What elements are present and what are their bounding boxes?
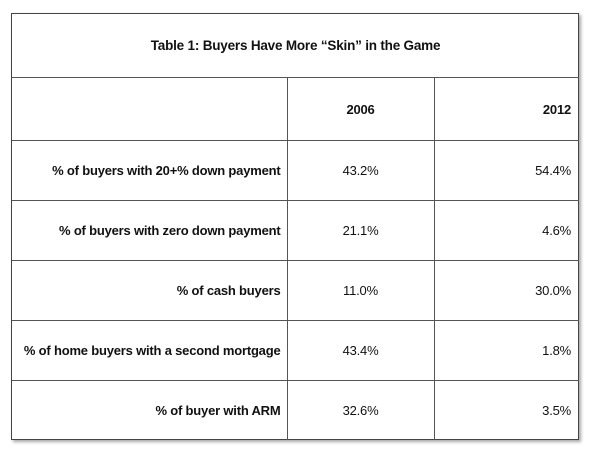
table-title: Table 1: Buyers Have More “Skin” in the … [12,14,580,78]
table-row: % of cash buyers 11.0% 30.0% [12,260,580,321]
cell-2006: 43.4% [286,320,435,381]
table-row: % of buyers with zero down payment 21.1%… [12,200,580,261]
cell-2012: 1.8% [433,320,580,381]
cell-2006: 11.0% [286,260,435,321]
row-label: % of cash buyers [12,260,288,321]
data-table-frame: Table 1: Buyers Have More “Skin” in the … [11,13,580,440]
cell-2012: 3.5% [433,380,580,440]
table-row: % of home buyers with a second mortgage … [12,320,580,381]
cell-2012: 54.4% [433,140,580,201]
column-header-2012: 2012 [433,77,580,141]
row-label: % of home buyers with a second mortgage [12,320,288,381]
table-row: % of buyers with 20+% down payment 43.2%… [12,140,580,201]
cell-2006: 43.2% [286,140,435,201]
column-header-label [12,77,288,141]
table-row: % of buyer with ARM 32.6% 3.5% [12,380,580,440]
row-label: % of buyers with zero down payment [12,200,288,261]
data-table: Table 1: Buyers Have More “Skin” in the … [12,14,580,440]
header-row: 2006 2012 [12,77,580,141]
title-row: Table 1: Buyers Have More “Skin” in the … [12,14,580,78]
cell-2006: 21.1% [286,200,435,261]
cell-2012: 30.0% [433,260,580,321]
row-label: % of buyer with ARM [12,380,288,440]
column-header-2006: 2006 [286,77,435,141]
row-label: % of buyers with 20+% down payment [12,140,288,201]
cell-2006: 32.6% [286,380,435,440]
cell-2012: 4.6% [433,200,580,261]
